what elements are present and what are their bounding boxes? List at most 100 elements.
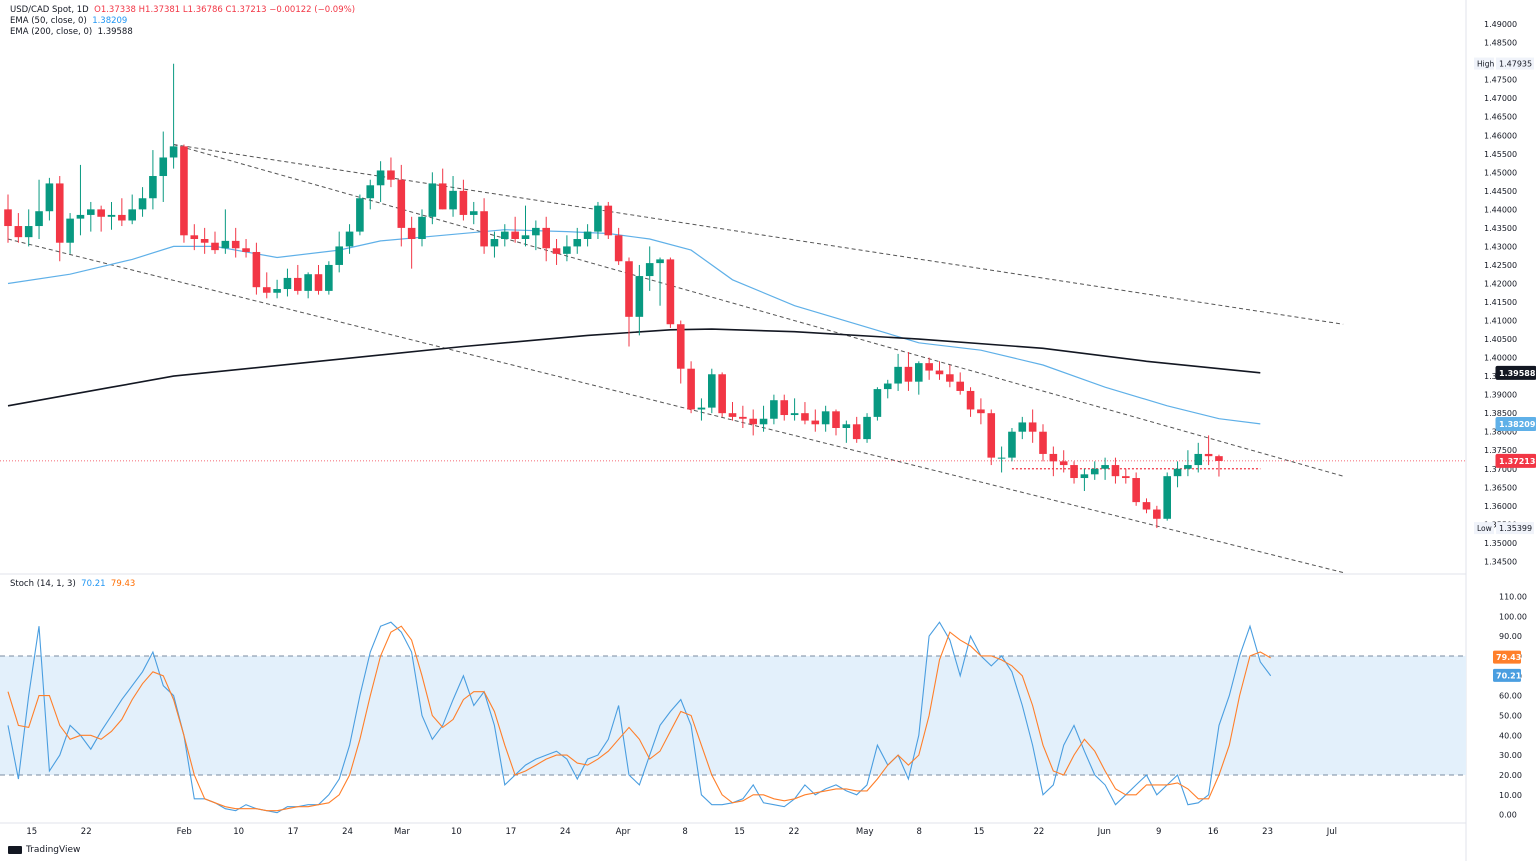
stoch-k-tag: 70.21 <box>1496 671 1522 680</box>
time-tick-label: 16 <box>1208 827 1219 837</box>
price-tick-label: 1.43500 <box>1484 224 1517 233</box>
stoch-tick-label: 20.00 <box>1499 771 1522 780</box>
price-tag-caption-bg <box>1474 57 1494 70</box>
candle-body-up <box>76 214 85 219</box>
time-tick-label: 8 <box>682 827 687 837</box>
candle-body-down <box>904 366 913 382</box>
candle-body-down <box>1111 465 1120 477</box>
price-tick-label: 1.37000 <box>1484 465 1517 474</box>
candle-body-up <box>521 235 530 240</box>
price-tick-label: 1.40000 <box>1484 354 1517 363</box>
time-tick-label: 15 <box>26 827 37 837</box>
candle-body-up <box>863 416 871 440</box>
price-tick-label: 1.47500 <box>1484 76 1517 85</box>
candle-body-down <box>676 324 685 369</box>
time-tick-label: May <box>856 827 874 837</box>
candle-body-up <box>449 190 457 210</box>
stoch-legend: Stoch (14, 1, 3) 70.21 79.43 <box>10 579 135 589</box>
stoch-d-line <box>7 625 1271 812</box>
candle-body-down <box>190 235 199 240</box>
candle-body-down <box>242 248 250 252</box>
candle-body-down <box>262 287 271 293</box>
candle-body-up <box>501 231 509 240</box>
time-tick-label: 10 <box>451 827 462 837</box>
ema200-value: 1.39588 <box>97 27 133 37</box>
candle-body-up <box>1018 422 1027 432</box>
price-tick-label: 1.41000 <box>1484 317 1517 326</box>
candle-body-up <box>635 276 644 317</box>
candle-body-up <box>418 216 426 240</box>
candle-body-down <box>966 390 975 410</box>
candle-body-down <box>180 146 188 236</box>
candle-body-up <box>594 205 602 232</box>
candle-body-down <box>294 277 302 291</box>
candle-body-up <box>697 407 706 410</box>
time-tick-label: 23 <box>1262 827 1273 837</box>
time-tick-label: 22 <box>789 827 800 837</box>
ema200-legend: EMA (200, close, 0) 1.39588 <box>10 27 133 37</box>
candle-body-up <box>87 209 95 215</box>
candle-body-down <box>407 227 416 240</box>
tradingview-wordmark: TradingView <box>26 845 81 855</box>
stoch-band <box>0 655 1466 775</box>
price-tag-caption-bg <box>1474 522 1494 535</box>
candle-body-down <box>801 413 809 421</box>
price-tick-label: 1.43000 <box>1484 242 1517 251</box>
price-tick-label: 1.35000 <box>1484 539 1517 548</box>
axis-layer: 1.49000 1.48500 1.47500 1.47000 1.46500 1.460… <box>26 20 1536 837</box>
stoch-tick-label: 40.00 <box>1499 731 1522 740</box>
stoch-tick-label: 60.00 <box>1499 692 1522 701</box>
candle-body-up <box>1101 465 1109 469</box>
candle-body-up <box>873 389 882 417</box>
candle-body-down <box>1153 509 1161 519</box>
candle-body-up <box>159 157 168 177</box>
price-tick-label: 1.44000 <box>1484 205 1517 214</box>
indicator-line-layer <box>0 144 1466 814</box>
candle-body-down <box>231 240 240 249</box>
candle-body-down <box>480 211 488 247</box>
time-tick-label: 9 <box>1156 827 1161 837</box>
price-tag: 1.47935 <box>1499 60 1532 69</box>
last-price-tag: 1.37213 <box>1499 457 1535 466</box>
time-tick-label: 22 <box>81 827 92 837</box>
candle-body-down <box>14 226 23 238</box>
candle-body-up <box>997 457 1006 459</box>
stoch-tick-label: 50.00 <box>1499 711 1522 720</box>
high-caption: High <box>1477 60 1494 69</box>
candle-body-down <box>625 261 633 317</box>
ema200-label: EMA (200, close, 0) <box>10 27 93 37</box>
candle-body-up <box>149 176 157 199</box>
low-caption: Low <box>1477 524 1492 533</box>
candle-body-up <box>138 198 147 210</box>
trendline-2 <box>7 238 1344 574</box>
candle-body-down <box>1039 431 1047 454</box>
price-tag-bg <box>1496 522 1534 535</box>
stoch-tag-bg <box>1493 668 1521 682</box>
candle-body-down <box>1028 422 1037 432</box>
stoch-tick-label: 100.00 <box>1499 612 1527 621</box>
candle-body-down <box>118 214 126 221</box>
price-tick-label: 1.38500 <box>1484 409 1517 418</box>
price-tick-label: 1.46000 <box>1484 131 1517 140</box>
candle-body-up <box>45 183 54 212</box>
candle-body-up <box>583 231 592 240</box>
time-tick-label: Mar <box>394 827 411 837</box>
candle-body-up <box>708 374 716 408</box>
tradingview-logo[interactable]: TradingView <box>8 845 80 855</box>
price-tick-label: 1.46500 <box>1484 113 1517 122</box>
candle-body-up <box>356 198 364 232</box>
price-tick-label: 1.47000 <box>1484 94 1517 103</box>
stoch-tick-label: 10.00 <box>1499 791 1522 800</box>
candle-body-up <box>532 227 540 236</box>
price-tick-label: 1.40500 <box>1484 335 1517 344</box>
candle-body-down <box>4 209 12 227</box>
stoch-label: Stoch (14, 1, 3) <box>10 579 76 589</box>
candle-body-down <box>1049 453 1058 462</box>
candle-body-down <box>614 235 623 262</box>
ema200-price-tag: 1.39588 <box>1499 369 1536 378</box>
candle-body-up <box>376 170 385 186</box>
trendline-0 <box>173 144 1344 325</box>
time-tick-label: Jun <box>1097 827 1111 837</box>
candle-body-down <box>925 363 933 371</box>
candle-body-down <box>1059 461 1068 466</box>
